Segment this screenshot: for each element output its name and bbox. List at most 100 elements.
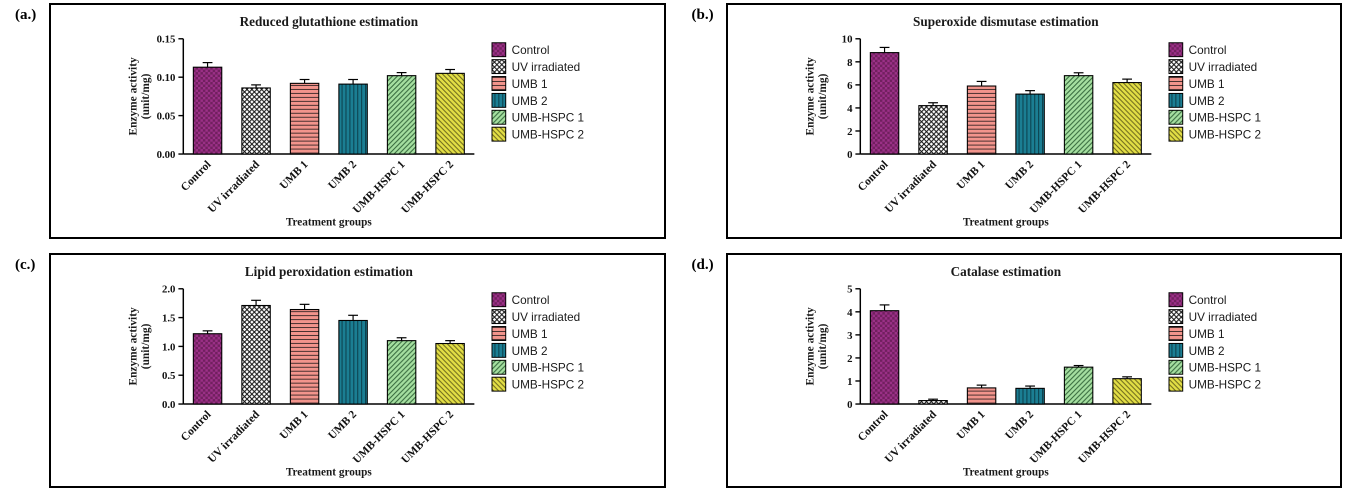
x-axis-label: Treatment groups: [962, 466, 1049, 478]
y-tick-label: 4: [847, 306, 853, 318]
panel-d-chart: Catalase estimation 0 1 2 3 4 5 Enzyme activity…: [725, 252, 1342, 488]
legend-swatch: [491, 126, 507, 142]
legend-swatch: [491, 92, 507, 108]
legend-label: UMB 1: [1188, 326, 1224, 340]
legend-swatch: [491, 59, 507, 75]
bar: [338, 319, 368, 405]
y-tick-label: 0.10: [157, 72, 176, 84]
legend-label: UV irradiated: [512, 309, 581, 323]
x-category-label: UMB 2: [326, 158, 359, 192]
bar: [1063, 75, 1093, 155]
legend-label: UMB-HSPC 1: [512, 111, 584, 125]
x-category-label: UV irradiated: [882, 408, 939, 466]
bar: [1063, 366, 1093, 405]
x-category-label: UMB-HSPC 2: [1076, 408, 1133, 466]
panel-c-chart: Lipid peroxidation estimation 0.0 0.5 1.0 1.…: [49, 252, 666, 488]
bar: [289, 82, 320, 155]
legend-swatch: [1168, 308, 1183, 324]
x-category-label: Control: [855, 408, 890, 443]
svg-text:Enzyme activity: Enzyme activity: [804, 306, 816, 385]
bar-chart-svg: Reduced glutathione estimation 0.00 0.05 0.…: [127, 14, 584, 229]
svg-text:(unit/mg): (unit/mg): [817, 323, 829, 369]
x-category-label: UMB-HSPC 2: [1076, 158, 1133, 216]
legend-label: UMB-HSPC 1: [1188, 111, 1260, 125]
legend-swatch: [491, 359, 507, 375]
legend-label: UV irradiated: [1188, 309, 1257, 323]
x-category-label: UMB 1: [954, 408, 987, 442]
chart-title: Catalase estimation: [950, 263, 1061, 278]
legend-swatch: [1168, 42, 1183, 58]
legend-swatch: [491, 376, 507, 392]
panel-a: (a.) Reduced glutathione estimation 0.00 0…: [5, 3, 666, 239]
x-axis-label: Treatment groups: [286, 217, 373, 229]
x-category-label: Control: [179, 408, 214, 443]
panel-a-chart: Reduced glutathione estimation 0.00 0.05 0.…: [49, 3, 666, 239]
legend-label: Control: [512, 293, 550, 307]
chart-title: Superoxide dismutase estimation: [913, 14, 1099, 29]
x-category-label: Control: [855, 159, 890, 194]
legend-label: UMB-HSPC 2: [1188, 128, 1260, 142]
legend-swatch: [1168, 325, 1183, 341]
x-category-label: UV irradiated: [206, 408, 263, 466]
y-axis-label: Enzyme activity (unit/mg): [804, 306, 829, 385]
legend-label: UMB-HSPC 1: [512, 360, 584, 374]
bar: [1014, 93, 1045, 155]
y-tick-label: 1.0: [162, 341, 176, 353]
bar: [241, 87, 271, 155]
y-tick-label: 6: [847, 80, 853, 92]
bar: [869, 309, 899, 405]
legend-swatch: [1168, 126, 1183, 142]
legend-swatch: [1168, 342, 1183, 358]
legend-label: UMB 2: [512, 343, 548, 357]
legend-label: Control: [512, 43, 550, 57]
bar-chart-svg: Catalase estimation 0 1 2 3 4 5 Enzyme activity…: [804, 263, 1261, 478]
panel-b-label: (b.): [691, 7, 714, 23]
legend-swatch: [1168, 376, 1183, 392]
y-tick-label: 0.05: [157, 111, 176, 123]
svg-text:Enzyme activity: Enzyme activity: [804, 57, 816, 136]
bar: [869, 52, 899, 155]
y-tick-label: 0.0: [162, 398, 176, 410]
y-tick-label: 2: [847, 126, 852, 138]
bar: [966, 386, 996, 405]
legend-swatch: [1168, 359, 1183, 375]
bar-chart-svg: Lipid peroxidation estimation 0.0 0.5 1.0 1.…: [127, 263, 584, 478]
panel-d-label: (d.): [691, 256, 714, 273]
panel-c-label: (c.): [15, 256, 36, 273]
y-axis-label: Enzyme activity (unit/mg): [804, 57, 829, 136]
panel-d: (d.) Catalase estimation 0 1 2 3 4 5 Enzyme act…: [682, 252, 1342, 488]
legend-swatch: [491, 291, 507, 307]
legend-label: UMB 2: [512, 94, 548, 108]
legend-swatch: [1168, 291, 1183, 307]
bar-chart-svg: Superoxide dismutase estimation 0 2 4 6 8 10 En…: [804, 14, 1261, 229]
x-category-label: UMB 2: [1003, 158, 1036, 192]
bar: [241, 304, 271, 405]
legend-label: UMB 2: [1188, 94, 1224, 108]
panel-a-label: (a.): [15, 7, 37, 23]
legend-swatch: [1168, 109, 1183, 125]
legend-swatch: [491, 308, 507, 324]
chart-title: Reduced glutathione estimation: [240, 14, 419, 29]
legend-swatch: [491, 76, 507, 91]
y-axis-label: Enzyme activity (unit/mg): [127, 306, 152, 385]
svg-text:(unit/mg): (unit/mg): [817, 73, 829, 119]
x-axis-label: Treatment groups: [962, 217, 1049, 229]
bar: [386, 339, 417, 405]
y-tick-label: 4: [847, 103, 853, 115]
legend-label: Control: [1188, 43, 1226, 57]
x-category-label: UV irradiated: [206, 158, 263, 216]
x-axis-label: Treatment groups: [286, 466, 373, 478]
chart-title: Lipid peroxidation estimation: [245, 263, 414, 278]
legend-label: UMB 1: [512, 326, 548, 340]
panel-b-chart: Superoxide dismutase estimation 0 2 4 6 8 10 En…: [725, 3, 1342, 239]
y-tick-label: 0: [847, 149, 853, 161]
x-category-label: UMB 1: [278, 408, 311, 442]
y-tick-label: 0: [847, 398, 853, 410]
y-tick-label: 1: [847, 375, 852, 387]
bar: [1111, 377, 1142, 405]
legend-swatch: [491, 342, 507, 358]
bar: [917, 105, 948, 155]
y-tick-label: 0.5: [162, 370, 176, 382]
bar: [192, 66, 223, 155]
